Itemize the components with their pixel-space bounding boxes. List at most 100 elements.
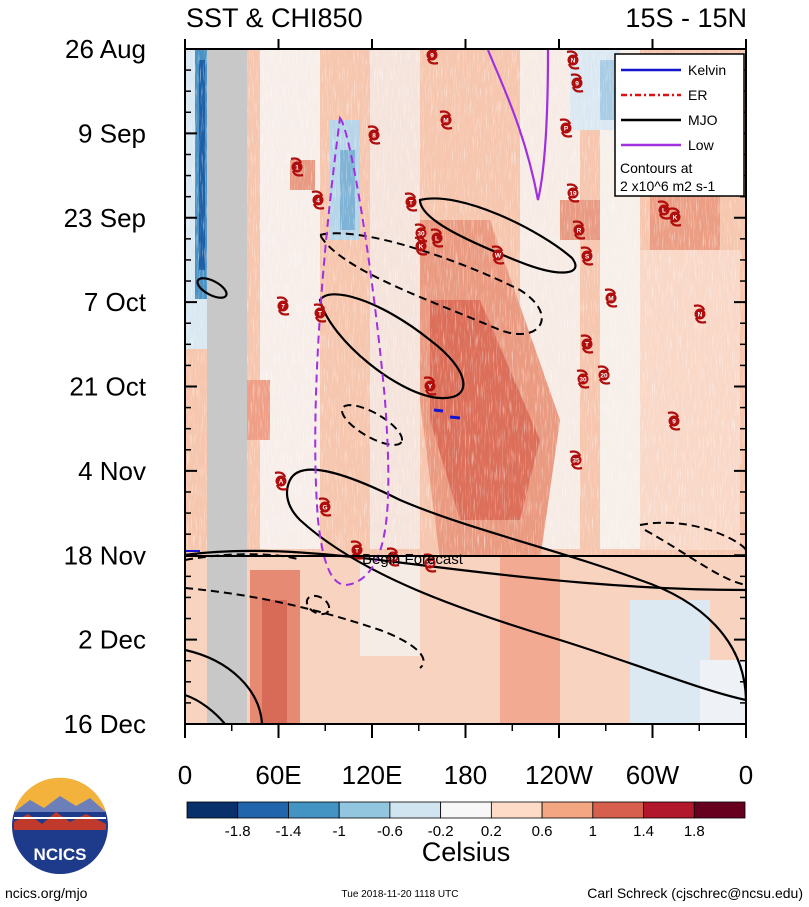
storm-marker: N xyxy=(566,50,580,70)
y-tick-label: 18 Nov xyxy=(64,540,146,570)
colorbar-swatch xyxy=(490,801,543,819)
storm-marker: 19 xyxy=(566,183,580,203)
storm-marker: W xyxy=(491,245,505,265)
footer-author: Carl Schreck (cjschrec@ncsu.edu) xyxy=(587,885,803,901)
storm-label: 30 xyxy=(426,561,434,568)
storm-marker: Y xyxy=(423,376,437,396)
colorbar-title: Celsius xyxy=(422,837,511,867)
storm-marker: R xyxy=(572,220,586,240)
legend-mjo: MJO xyxy=(688,112,718,128)
colorbar-swatch xyxy=(338,801,391,819)
title-left: SST & CHI850 xyxy=(186,3,363,33)
legend-note-2: 2 x10^6 m2 s-1 xyxy=(620,178,715,194)
storm-marker: 7 xyxy=(276,296,290,316)
storm-label: T xyxy=(585,342,589,349)
storm-label: 30 xyxy=(389,555,397,562)
colorbar-swatch xyxy=(237,801,289,819)
storm-label: K xyxy=(419,244,424,251)
storm-marker: L xyxy=(657,200,671,220)
storm-label: G xyxy=(322,505,327,512)
storm-label: N xyxy=(698,312,703,319)
storm-label: A xyxy=(279,479,284,486)
colorbar-label: -0.6 xyxy=(377,823,403,840)
storm-label: Y xyxy=(428,384,433,391)
colorbar-swatch xyxy=(389,801,442,819)
storm-marker: P xyxy=(559,118,573,138)
storm-marker: 30 xyxy=(423,553,437,573)
legend-note-1: Contours at xyxy=(620,160,692,176)
storm-label: 7 xyxy=(281,304,285,311)
y-tick-label: 26 Aug xyxy=(65,34,146,64)
storm-label: M xyxy=(443,118,448,125)
storm-label: 1 xyxy=(295,165,299,172)
colorbar-label: -1 xyxy=(333,823,346,840)
x-tick-label: 180 xyxy=(444,760,487,790)
storm-marker: G xyxy=(318,497,332,517)
storm-label: T xyxy=(409,200,413,207)
storm-marker: 1 xyxy=(290,157,304,177)
storm-marker: 20 xyxy=(597,365,611,385)
storm-label: 9 xyxy=(575,81,579,88)
storm-label: 30 xyxy=(417,231,425,238)
storm-marker: 9 xyxy=(570,73,584,93)
storm-marker: 35 xyxy=(569,450,583,470)
legend: Kelvin ER MJO Low Contours at 2 x10^6 m2… xyxy=(614,53,745,197)
storm-marker: K xyxy=(668,207,682,227)
colorbar-swatch xyxy=(288,801,340,819)
storm-label: M xyxy=(608,296,613,303)
x-tick-label: 60E xyxy=(255,760,301,790)
storm-label: 35 xyxy=(572,458,580,465)
storm-marker: T xyxy=(580,334,594,354)
legend-er: ER xyxy=(688,87,707,103)
storm-label: 19 xyxy=(569,191,577,198)
storm-marker: 9 xyxy=(667,411,681,431)
y-tick-label: 23 Sep xyxy=(64,203,146,233)
storm-label: 9 xyxy=(430,53,434,60)
storm-label: T xyxy=(318,311,322,318)
storm-marker: K xyxy=(414,236,428,256)
storm-label: 4 xyxy=(316,198,320,205)
colorbar-label: 1 xyxy=(589,823,597,840)
x-tick-label: 60W xyxy=(626,760,680,790)
storm-marker: 9 xyxy=(426,49,439,65)
footer-timestamp: Tue 2018-11-20 1118 UTC xyxy=(342,889,459,900)
storm-label: T xyxy=(355,548,359,555)
legend-kelvin: Kelvin xyxy=(688,62,726,78)
colorbar: -1.8 -1.4 -1 -0.6 -0.2 0.2 0.6 1 1.4 1.8 xyxy=(186,801,746,840)
y-tick-label: 9 Sep xyxy=(78,118,146,148)
storm-label: 9 xyxy=(672,419,676,426)
storm-label: 20 xyxy=(600,373,608,380)
colorbar-label: 1.4 xyxy=(633,823,654,840)
y-tick-label: 4 Nov xyxy=(78,456,146,486)
storm-marker: M xyxy=(439,110,453,130)
storm-marker: 8 xyxy=(367,125,381,145)
y-axis: 26 Aug 9 Sep 23 Sep 7 Oct 21 Oct 4 Nov 18 Nov 2… xyxy=(64,34,746,739)
storm-marker: 30 xyxy=(576,369,590,389)
y-tick-label: 2 Dec xyxy=(78,625,146,655)
forecast-label: Begin Forecast xyxy=(362,551,464,568)
colorbar-label: -1.8 xyxy=(225,823,251,840)
logo-text: NCICS xyxy=(34,845,87,864)
storm-label: L xyxy=(435,236,439,243)
colorbar-label: -1.4 xyxy=(276,823,302,840)
storm-marker: M xyxy=(604,288,618,308)
storm-label: N xyxy=(571,58,576,65)
footer-site: ncics.org/mjo xyxy=(5,885,88,901)
storm-marker: L xyxy=(430,228,444,248)
colorbar-swatch xyxy=(186,801,239,819)
x-tick-label: 0 xyxy=(739,760,753,790)
storm-label: P xyxy=(564,126,569,133)
colorbar-label: 1.8 xyxy=(684,823,705,840)
legend-low: Low xyxy=(688,137,715,153)
storm-marker: A xyxy=(274,471,288,491)
y-tick-label: 16 Dec xyxy=(64,709,146,739)
storm-label: 30 xyxy=(579,377,587,384)
storm-marker: T xyxy=(404,192,418,212)
storm-marker: T xyxy=(350,540,364,560)
x-tick-label: 120W xyxy=(525,760,593,790)
x-axis: 0 60E 120E 180 120W 60W 0 xyxy=(178,39,753,790)
storm-marker: N xyxy=(693,304,707,324)
storm-label: 8 xyxy=(372,133,376,140)
storm-label: K xyxy=(673,215,678,222)
colorbar-swatch xyxy=(693,801,746,819)
